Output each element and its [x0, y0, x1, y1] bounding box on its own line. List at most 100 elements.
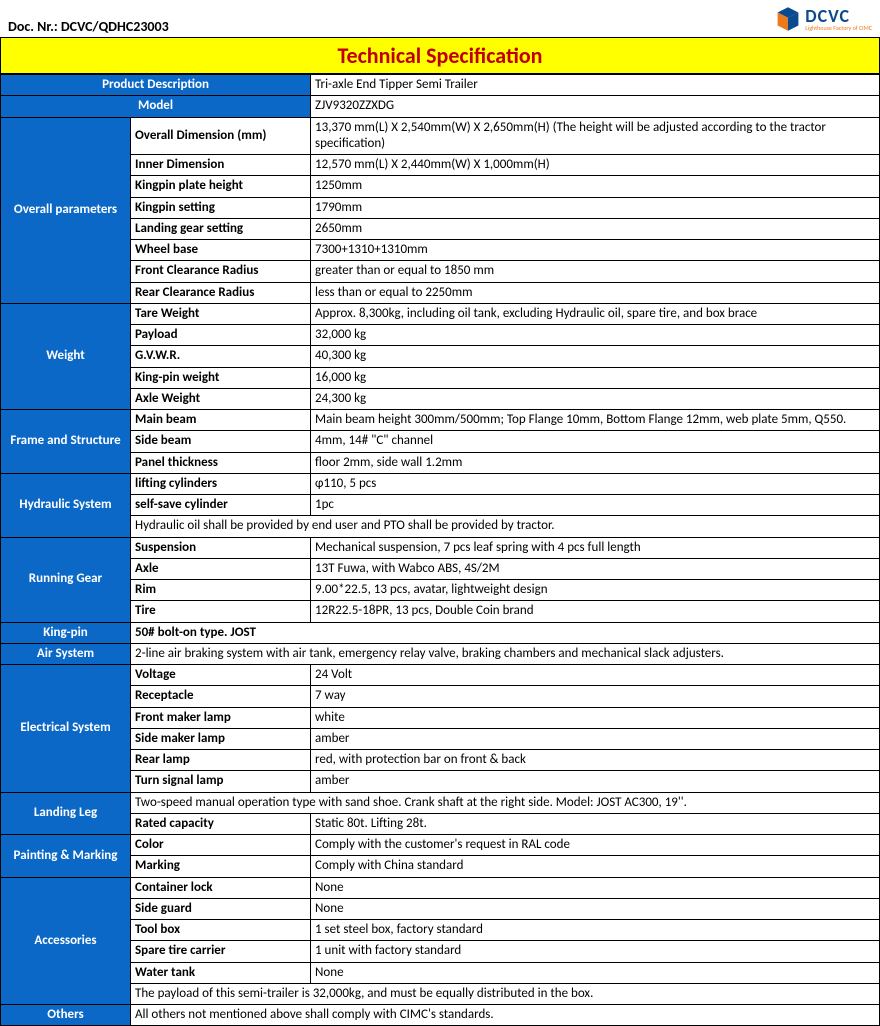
- row-label: Payload: [131, 325, 311, 346]
- section-row: Running GearSuspensionMechanical suspens…: [1, 537, 880, 558]
- section-row: Kingpin setting1790mm: [1, 197, 880, 218]
- section-row: self-save cylinder1pc: [1, 495, 880, 516]
- row-label: Side beam: [131, 431, 311, 452]
- section-name: Electrical System: [1, 665, 131, 793]
- row-label: Tare Weight: [131, 303, 311, 324]
- row-value: 1 set steel box, factory standard: [311, 920, 880, 941]
- row-label: Suspension: [131, 537, 311, 558]
- section-row: G.V.W.R.40,300 kg: [1, 346, 880, 367]
- row-value: Mechanical suspension, 7 pcs leaf spring…: [311, 537, 880, 558]
- row-label: Kingpin setting: [131, 197, 311, 218]
- row-label: Turn signal lamp: [131, 771, 311, 792]
- section-row: The payload of this semi-trailer is 32,0…: [1, 983, 880, 1004]
- section-row: Payload32,000 kg: [1, 325, 880, 346]
- row-value: 1790mm: [311, 197, 880, 218]
- row-value: 9.00*22.5, 13 pcs, avatar, lightweight d…: [311, 580, 880, 601]
- row-label: Side maker lamp: [131, 728, 311, 749]
- section-row: Spare tire carrier1 unit with factory st…: [1, 941, 880, 962]
- row-label: Wheel base: [131, 240, 311, 261]
- row-label: Panel thickness: [131, 452, 311, 473]
- row-value: 12,570 mm(L) X 2,440mm(W) X 1,000mm(H): [311, 155, 880, 176]
- row-label: Receptacle: [131, 686, 311, 707]
- section-row: Landing gear setting2650mm: [1, 218, 880, 239]
- section-row: Painting & MarkingColorComply with the c…: [1, 835, 880, 856]
- row-value: 12R22.5-18PR, 13 pcs, Double Coin brand: [311, 601, 880, 622]
- row-value: red, with protection bar on front & back: [311, 750, 880, 771]
- row-value: Comply with the customer's request in RA…: [311, 835, 880, 856]
- logo-text: DCVC Lighthouse Factory of CIMC: [805, 7, 872, 31]
- row-value: None: [311, 877, 880, 898]
- section-row: Rear Clearance Radiusless than or equal …: [1, 282, 880, 303]
- row-label: Front maker lamp: [131, 707, 311, 728]
- row-value: 40,300 kg: [311, 346, 880, 367]
- section-name: Hydraulic System: [1, 473, 131, 537]
- section-row: Turn signal lampamber: [1, 771, 880, 792]
- section-row: AccessoriesContainer lockNone: [1, 877, 880, 898]
- section-row: Front maker lampwhite: [1, 707, 880, 728]
- row-label: Tire: [131, 601, 311, 622]
- section-full-value: 50# bolt-on type. JOST: [131, 622, 880, 643]
- row-label: lifting cylinders: [131, 473, 311, 494]
- section-row: Axle Weight24,300 kg: [1, 388, 880, 409]
- section-name: Weight: [1, 303, 131, 409]
- section-row: OthersAll others not mentioned above sha…: [1, 1005, 880, 1026]
- row-label: Tool box: [131, 920, 311, 941]
- title-text: Technical Specification: [338, 42, 543, 69]
- top-row-value: Tri-axle End Tipper Semi Trailer: [311, 75, 880, 96]
- section-name: Landing Leg: [1, 792, 131, 835]
- section-row: Water tankNone: [1, 962, 880, 983]
- section-row: Hydraulic oil shall be provided by end u…: [1, 516, 880, 537]
- section-row: MarkingComply with China standard: [1, 856, 880, 877]
- row-label: Water tank: [131, 962, 311, 983]
- row-label: Rim: [131, 580, 311, 601]
- row-label: Kingpin plate height: [131, 176, 311, 197]
- row-value: None: [311, 962, 880, 983]
- section-name: Overall parameters: [1, 117, 131, 303]
- section-name: Painting & Marking: [1, 835, 131, 878]
- row-value: Comply with China standard: [311, 856, 880, 877]
- row-value: 2650mm: [311, 218, 880, 239]
- row-value: 1pc: [311, 495, 880, 516]
- section-row: Front Clearance Radiusgreater than or eq…: [1, 261, 880, 282]
- row-label: Color: [131, 835, 311, 856]
- top-row-value: ZJV9320ZZXDG: [311, 96, 880, 117]
- row-label: Rear Clearance Radius: [131, 282, 311, 303]
- row-label: Spare tire carrier: [131, 941, 311, 962]
- row-value: greater than or equal to 1850 mm: [311, 261, 880, 282]
- row-label: self-save cylinder: [131, 495, 311, 516]
- row-label: Container lock: [131, 877, 311, 898]
- section-row: Side guardNone: [1, 898, 880, 919]
- row-value: 24 Volt: [311, 665, 880, 686]
- section-row: Inner Dimension 12,570 mm(L) X 2,440mm(W…: [1, 155, 880, 176]
- logo-sub: Lighthouse Factory of CIMC: [805, 25, 872, 31]
- row-value: 1250mm: [311, 176, 880, 197]
- section-row: Frame and StructureMain beamMain beam he…: [1, 410, 880, 431]
- row-label: Landing gear setting: [131, 218, 311, 239]
- row-value: 7 way: [311, 686, 880, 707]
- row-label: Axle: [131, 558, 311, 579]
- section-name: Accessories: [1, 877, 131, 1005]
- title-band: Technical Specification: [0, 37, 880, 74]
- row-value: φ110, 5 pcs: [311, 473, 880, 494]
- doc-nr-value: DCVC/QDHC23003: [61, 18, 169, 35]
- section-row: King-pin weight16,000 kg: [1, 367, 880, 388]
- section-row: Side maker lampamber: [1, 728, 880, 749]
- row-label: Rear lamp: [131, 750, 311, 771]
- section-full-value: 2-line air braking system with air tank,…: [131, 643, 880, 664]
- section-row: Hydraulic Systemlifting cylindersφ110, 5…: [1, 473, 880, 494]
- section-row: Rear lampred, with protection bar on fro…: [1, 750, 880, 771]
- row-label: Voltage: [131, 665, 311, 686]
- section-row: Receptacle7 way: [1, 686, 880, 707]
- section-name: Air System: [1, 643, 131, 664]
- section-row: Rated capacity Static 80t. Lifting 28t.: [1, 813, 880, 834]
- row-value: 13T Fuwa, with Wabco ABS, 4S/2M: [311, 558, 880, 579]
- section-row: WeightTare WeightApprox. 8,300kg, includ…: [1, 303, 880, 324]
- row-label: Side guard: [131, 898, 311, 919]
- section-row: King-pin50# bolt-on type. JOST: [1, 622, 880, 643]
- doc-header: Doc. Nr.: DCVC/QDHC23003 DCVC Lighthouse…: [0, 0, 880, 37]
- row-value: 13,370 mm(L) X 2,540mm(W) X 2,650mm(H) (…: [311, 117, 880, 155]
- row-value: white: [311, 707, 880, 728]
- section-name: Running Gear: [1, 537, 131, 622]
- top-row-label: Product Description: [1, 75, 311, 96]
- section-row: Rim9.00*22.5, 13 pcs, avatar, lightweigh…: [1, 580, 880, 601]
